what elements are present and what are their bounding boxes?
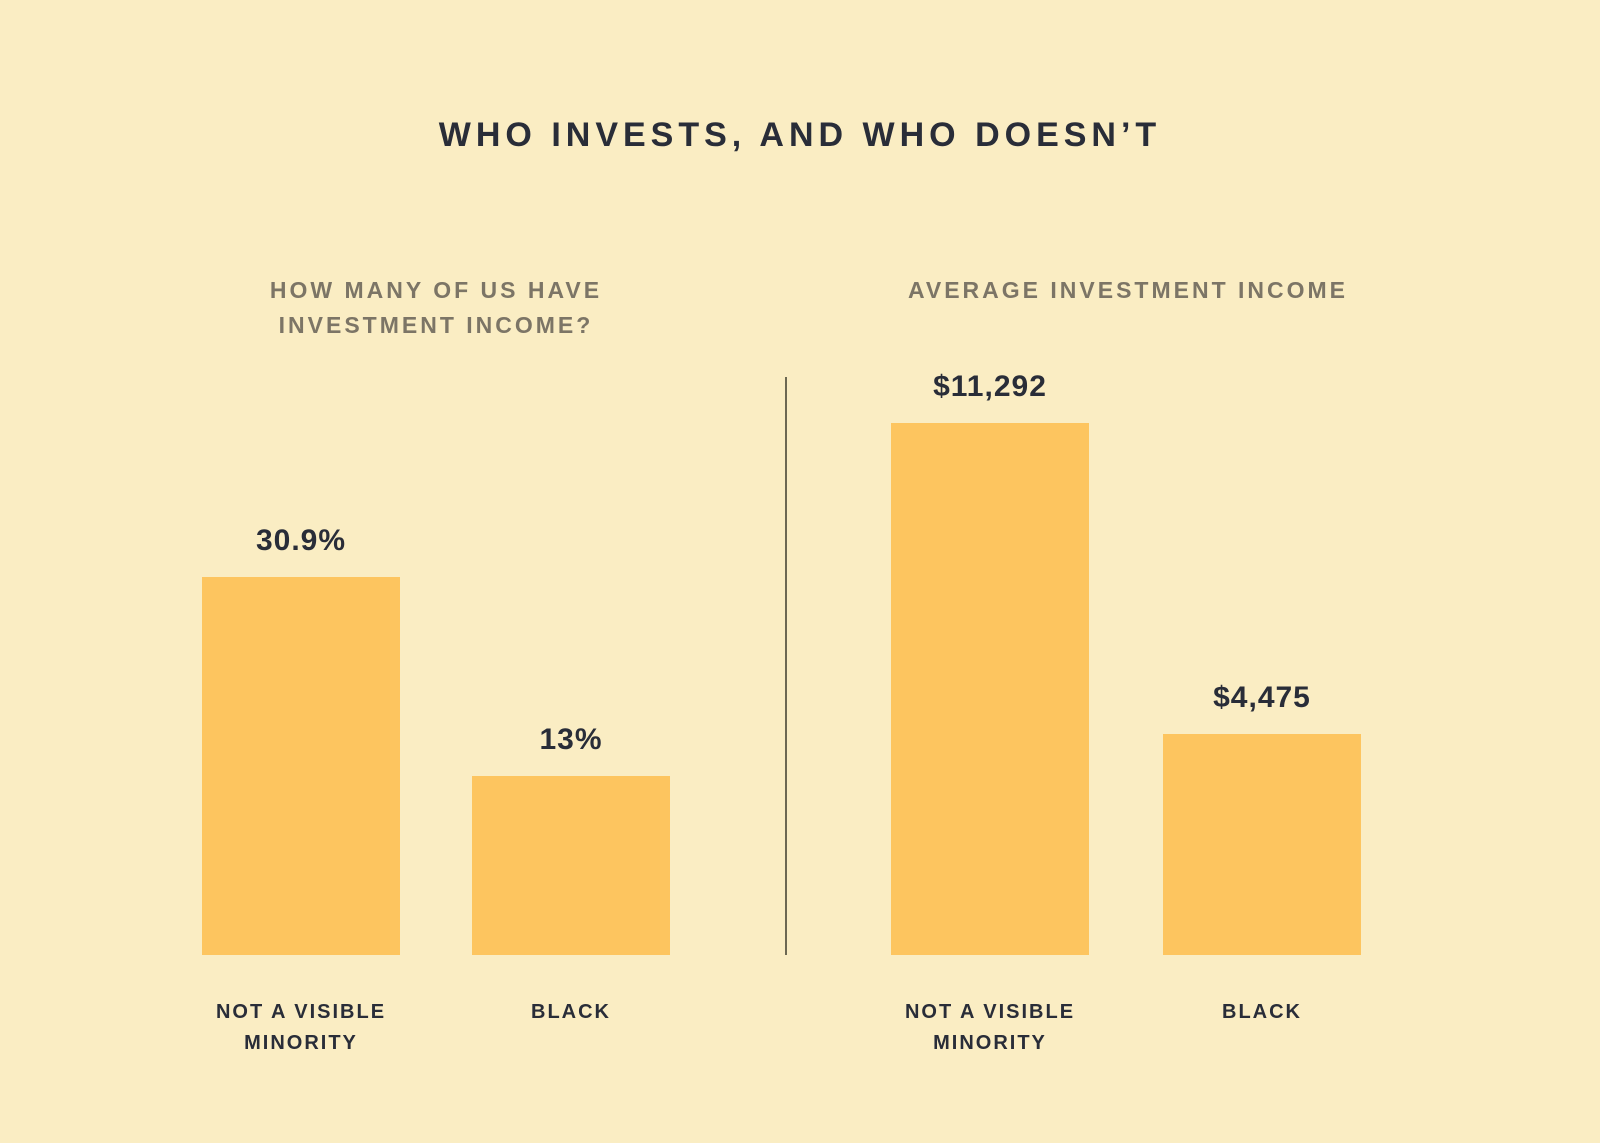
- bar-value-label: 30.9%: [255, 524, 347, 557]
- bar-left-black: [472, 776, 670, 955]
- bar-group-left-not-a-visible-minority: 30.9%: [202, 524, 400, 955]
- bar-left-not-a-visible-minority: [202, 577, 400, 955]
- left-chart-title: HOW MANY OF US HAVE INVESTMENT INCOME?: [269, 277, 603, 338]
- bar-group-right-not-a-visible-minority: $11,292: [891, 370, 1089, 955]
- main-title: WHO INVESTS, AND WHO DOESN’T: [438, 116, 1162, 154]
- right-chart-title: AVERAGE INVESTMENT INCOME: [907, 277, 1349, 303]
- bar-right-not-a-visible-minority: [891, 423, 1089, 955]
- bar-value-label: $4,475: [1213, 681, 1311, 714]
- bar-category-label: BLACK: [531, 1001, 611, 1023]
- bar-value-label: 13%: [539, 723, 603, 756]
- bar-value-label: $11,292: [933, 370, 1047, 403]
- bar-category-label: BLACK: [1222, 1001, 1302, 1023]
- bar-right-black: [1163, 734, 1361, 955]
- chart-divider-line: [785, 377, 787, 955]
- bar-group-left-black: 13%: [472, 723, 670, 955]
- bar-category-label: NOT A VISIBLE MINORITY: [215, 1001, 387, 1054]
- bar-group-right-black: $4,475: [1163, 681, 1361, 955]
- bar-category-label: NOT A VISIBLE MINORITY: [904, 1001, 1076, 1054]
